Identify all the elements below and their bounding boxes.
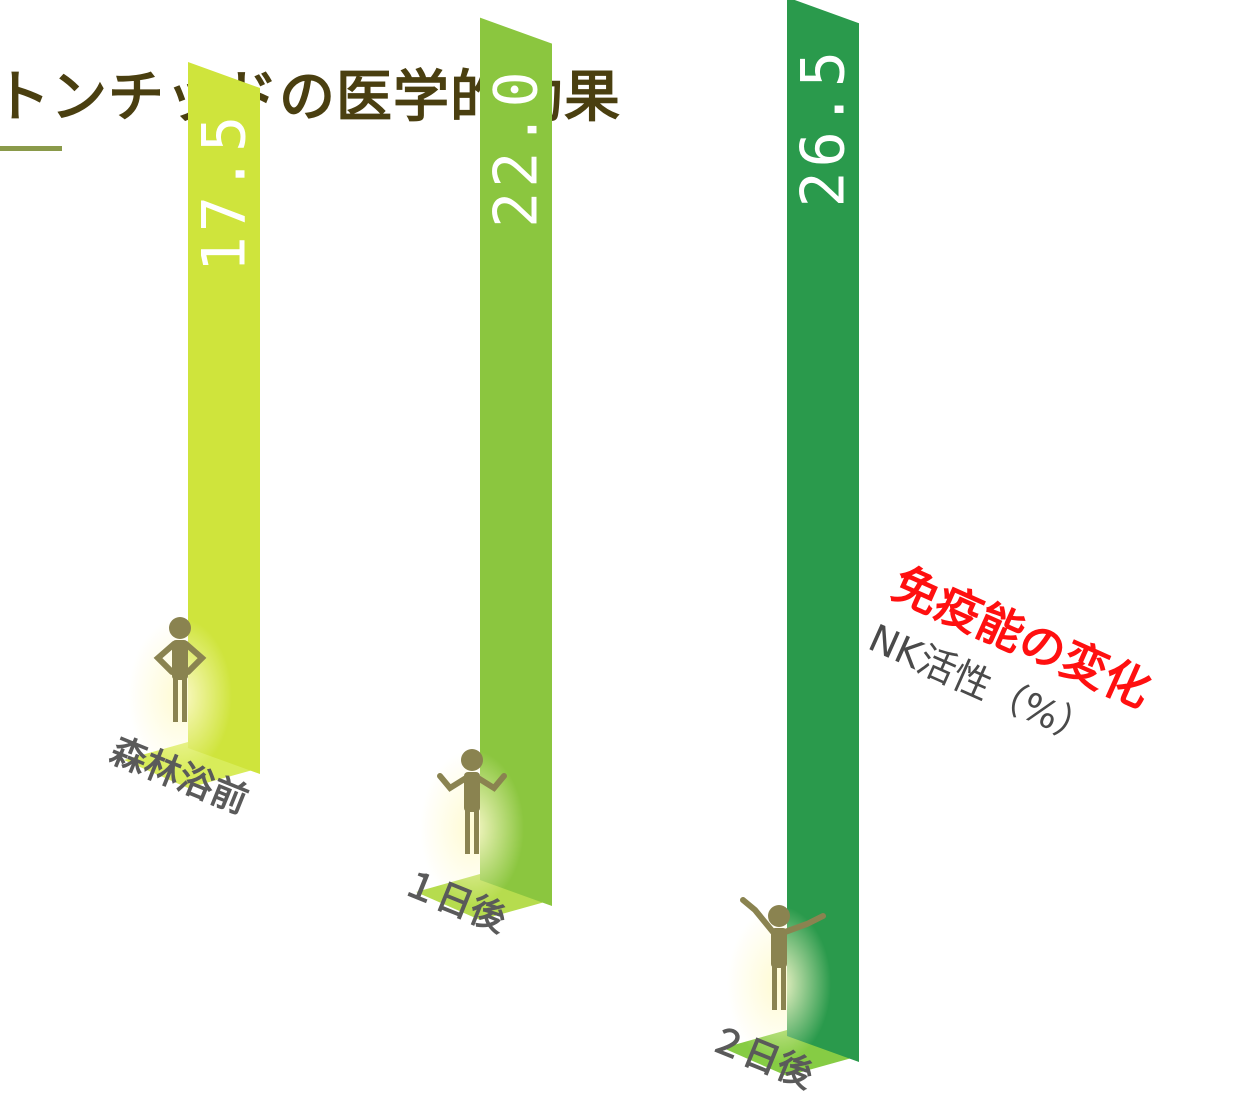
figure-glow (420, 750, 524, 906)
bar (480, 17, 552, 907)
bar-value-label: 26.5 (789, 47, 859, 208)
bar (787, 0, 859, 1062)
figure-glow (128, 618, 232, 774)
bar (188, 62, 260, 774)
figure-glow (727, 906, 831, 1062)
person-standing-icon (153, 617, 207, 722)
person-shrugging-icon (437, 749, 507, 854)
title-underline (0, 146, 62, 151)
bar-value-label: 17.5 (190, 112, 260, 273)
bar-value-label: 22.0 (482, 67, 552, 228)
person-cheering-icon (740, 897, 826, 1010)
